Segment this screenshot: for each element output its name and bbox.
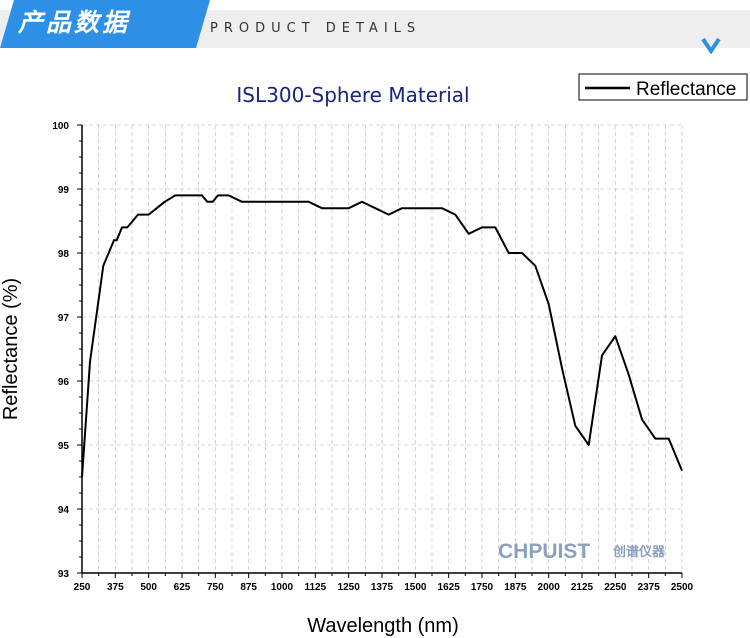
x-tick-label: 1500 bbox=[404, 582, 427, 593]
header-tab-fill bbox=[0, 0, 210, 48]
x-tick-labels: 250 375 500 625 750 875 1000 1125 1250 1375 1500 16… bbox=[74, 582, 694, 593]
grid-lines bbox=[82, 124, 683, 573]
y-tick-label: 98 bbox=[58, 249, 70, 260]
x-tick-label: 1375 bbox=[371, 582, 394, 593]
y-tick-label: 97 bbox=[58, 313, 70, 324]
x-tick-label: 250 bbox=[74, 582, 91, 593]
y-tick-label: 100 bbox=[52, 121, 69, 132]
x-tick-label: 2500 bbox=[671, 582, 694, 593]
x-tick-label: 750 bbox=[207, 582, 224, 593]
logo-cn-text: 创谱仪器 bbox=[612, 544, 666, 560]
header-tab-shape bbox=[0, 0, 210, 48]
y-tick-label: 96 bbox=[58, 377, 70, 388]
section-title-cn: 产品数据 bbox=[18, 8, 131, 37]
section-title-en: PRODUCT DETAILS bbox=[210, 21, 422, 36]
y-tick-label: 94 bbox=[58, 505, 70, 516]
x-tick-label: 1250 bbox=[338, 582, 361, 593]
series-line-reflectance bbox=[81, 194, 683, 478]
chevron-down-icon[interactable] bbox=[700, 36, 722, 54]
x-tick-label: 2000 bbox=[538, 582, 561, 593]
axes bbox=[77, 124, 683, 578]
x-tick-label: 2125 bbox=[571, 582, 594, 593]
x-tick-label: 1750 bbox=[471, 582, 494, 593]
x-tick-label: 375 bbox=[107, 582, 124, 593]
logo-text: CHPUIST bbox=[498, 540, 590, 563]
y-tick-label: 93 bbox=[58, 569, 70, 580]
x-tick-label: 1875 bbox=[504, 582, 527, 593]
x-tick-label: 500 bbox=[140, 582, 157, 593]
x-tick-label: 1000 bbox=[271, 582, 294, 593]
reflectance-chart: ISL300-Sphere Material 250 375 500 625 750 87… bbox=[0, 73, 748, 637]
section-header: 产品数据 PRODUCT DETAILS bbox=[0, 0, 750, 62]
legend: Reflectance bbox=[578, 73, 748, 101]
company-logo: CHPUIST 创谱仪器 bbox=[498, 540, 666, 563]
x-axis-label: Wavelength (nm) bbox=[307, 615, 459, 637]
x-tick-label: 1625 bbox=[438, 582, 461, 593]
x-tick-label: 1125 bbox=[304, 582, 326, 593]
y-tick-labels: 93 94 95 96 97 98 99 100 bbox=[52, 121, 69, 580]
y-tick-label: 95 bbox=[58, 441, 70, 452]
legend-label-reflectance: Reflectance bbox=[636, 79, 736, 100]
y-axis-label: Reflectance (%) bbox=[0, 278, 22, 420]
x-tick-label: 625 bbox=[174, 582, 191, 593]
x-tick-label: 875 bbox=[240, 582, 257, 593]
x-tick-label: 2375 bbox=[638, 582, 661, 593]
y-tick-label: 99 bbox=[58, 185, 70, 196]
chart-title: ISL300-Sphere Material bbox=[236, 83, 469, 107]
x-tick-label: 2250 bbox=[604, 582, 627, 593]
